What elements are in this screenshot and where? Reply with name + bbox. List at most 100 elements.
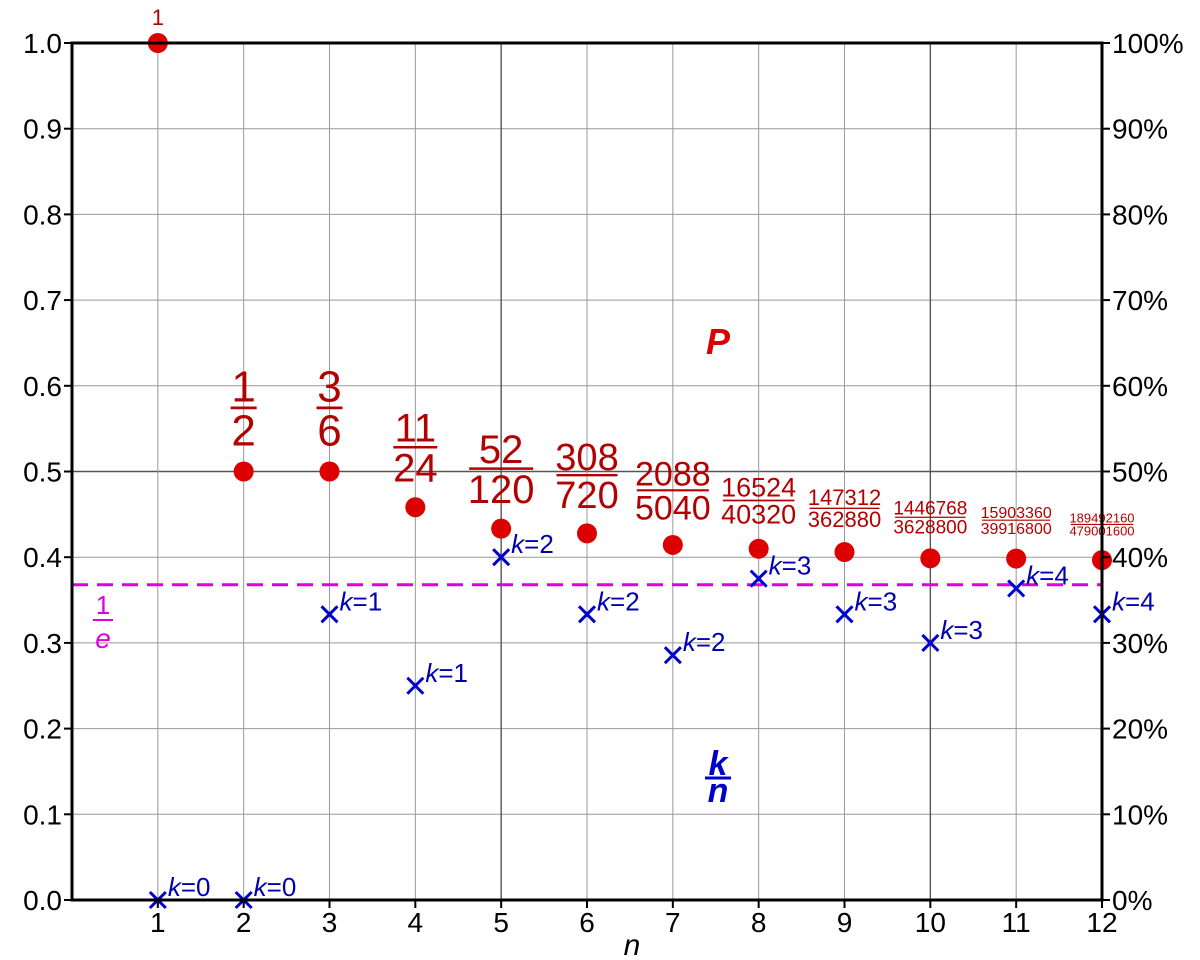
kn-point bbox=[577, 605, 597, 624]
y2-tick-label: 50% bbox=[1112, 457, 1168, 488]
y-tick-label: 0.8 bbox=[23, 199, 62, 230]
kn-point bbox=[835, 605, 854, 624]
series-labels: Pkn bbox=[705, 321, 731, 810]
kn-point bbox=[406, 676, 425, 695]
k-label-value: 3 bbox=[883, 586, 897, 616]
series-label-p: P bbox=[706, 321, 731, 362]
p-label-numerator: 147312 bbox=[808, 485, 881, 510]
k-label-value: 3 bbox=[969, 615, 983, 645]
k-label: k=3 bbox=[769, 551, 812, 581]
k-label-value: 3 bbox=[797, 551, 811, 581]
k-label-var: k bbox=[597, 586, 612, 616]
kn-cross-b bbox=[749, 569, 768, 588]
p-label-numerator: 308 bbox=[555, 437, 618, 479]
k-label-var: k bbox=[769, 551, 784, 581]
kn-cross-b bbox=[1007, 579, 1026, 598]
p-label-numerator: 15903360 bbox=[981, 505, 1052, 522]
x-tick-label: 9 bbox=[837, 907, 853, 938]
series-label-kn-denominator: n bbox=[708, 772, 729, 810]
k-label-eq: = bbox=[610, 586, 625, 616]
p-label-denominator: 5040 bbox=[635, 490, 711, 528]
k-label-var: k bbox=[340, 586, 355, 616]
kn-cross-b bbox=[835, 605, 854, 624]
p-label-denominator: 39916800 bbox=[981, 521, 1052, 538]
kn-cross-b bbox=[663, 646, 682, 665]
x-tick-label: 2 bbox=[236, 907, 252, 938]
y-tick-label: 0.1 bbox=[23, 799, 62, 830]
k-label: k=0 bbox=[168, 872, 211, 902]
x-tick-label: 6 bbox=[579, 907, 595, 938]
reference-label-numerator: 1 bbox=[96, 590, 110, 620]
p-label-denominator: 40320 bbox=[721, 500, 796, 530]
p-point bbox=[834, 542, 855, 563]
y2-tick-label: 40% bbox=[1112, 542, 1168, 573]
p-label-numerator: 1 bbox=[231, 363, 255, 412]
p-label-denominator: 2 bbox=[231, 407, 255, 456]
x-tick-label: 8 bbox=[751, 907, 767, 938]
y2-tick-label: 80% bbox=[1112, 199, 1168, 230]
p-label-numerator: 2088 bbox=[635, 456, 711, 494]
y2-tick-label: 10% bbox=[1112, 799, 1168, 830]
k-label-var: k bbox=[855, 586, 870, 616]
kn-point bbox=[492, 548, 511, 567]
k-label-eq: = bbox=[267, 872, 282, 902]
series-label-kn: kn bbox=[705, 745, 731, 810]
k-label-var: k bbox=[168, 872, 183, 902]
k-label: k=2 bbox=[597, 586, 640, 616]
p-label-denominator: 362880 bbox=[808, 507, 881, 532]
p-label-denominator: 6 bbox=[317, 407, 341, 456]
k-label-eq: = bbox=[353, 586, 368, 616]
y-tick-label: 0.9 bbox=[23, 114, 62, 145]
x-tick-label: 11 bbox=[1002, 907, 1031, 938]
k-label-value: 0 bbox=[196, 872, 210, 902]
k-label-eq: = bbox=[1125, 586, 1140, 616]
kn-cross-b bbox=[921, 633, 940, 652]
k-label: k=1 bbox=[425, 658, 468, 688]
y-tick-label: 0.6 bbox=[23, 371, 62, 402]
y-tick-label: 0.2 bbox=[23, 714, 62, 745]
axes: 0.00.10.20.30.40.50.60.70.80.91.00%10%20… bbox=[23, 28, 1184, 960]
p-label-numerator: 11 bbox=[395, 407, 437, 451]
x-tick-label: 7 bbox=[665, 907, 681, 938]
k-label-value: 1 bbox=[454, 658, 468, 688]
p-point bbox=[405, 497, 426, 518]
kn-point bbox=[320, 605, 339, 624]
k-label-var: k bbox=[254, 872, 269, 902]
kn-point bbox=[663, 646, 682, 665]
p-point bbox=[1006, 548, 1027, 569]
x-tick-label: 4 bbox=[408, 907, 424, 938]
k-label-var: k bbox=[1112, 586, 1127, 616]
k-label: k=0 bbox=[254, 872, 297, 902]
p-point bbox=[577, 523, 597, 544]
x-tick-label: 10 bbox=[915, 907, 946, 938]
x-axis-label: n bbox=[624, 929, 641, 960]
p-label-numerator: 16524 bbox=[721, 473, 796, 503]
x-tick-label: 3 bbox=[322, 907, 338, 938]
k-label: k=2 bbox=[511, 529, 554, 559]
y2-tick-label: 60% bbox=[1112, 371, 1168, 402]
k-label-eq: = bbox=[524, 529, 539, 559]
k-label-eq: = bbox=[438, 658, 453, 688]
y2-tick-label: 30% bbox=[1112, 628, 1168, 659]
data-marks bbox=[147, 33, 1112, 910]
y2-tick-label: 0% bbox=[1112, 885, 1152, 916]
p-label-numerator: 52 bbox=[479, 428, 524, 472]
y-tick-label: 0.5 bbox=[23, 457, 62, 488]
p-label-numerator: 1446768 bbox=[893, 499, 967, 520]
kn-point bbox=[1007, 579, 1026, 598]
k-label: k=4 bbox=[1112, 586, 1155, 616]
k-label-var: k bbox=[425, 658, 440, 688]
p-label-denominator: 720 bbox=[555, 475, 618, 517]
p-point bbox=[491, 518, 512, 539]
k-label-value: 1 bbox=[368, 586, 382, 616]
k-label-value: 4 bbox=[1140, 586, 1154, 616]
kn-point bbox=[749, 569, 768, 588]
y-tick-label: 1.0 bbox=[23, 28, 62, 59]
y-tick-label: 0.4 bbox=[23, 542, 62, 573]
p-label-denominator: 24 bbox=[393, 447, 438, 491]
